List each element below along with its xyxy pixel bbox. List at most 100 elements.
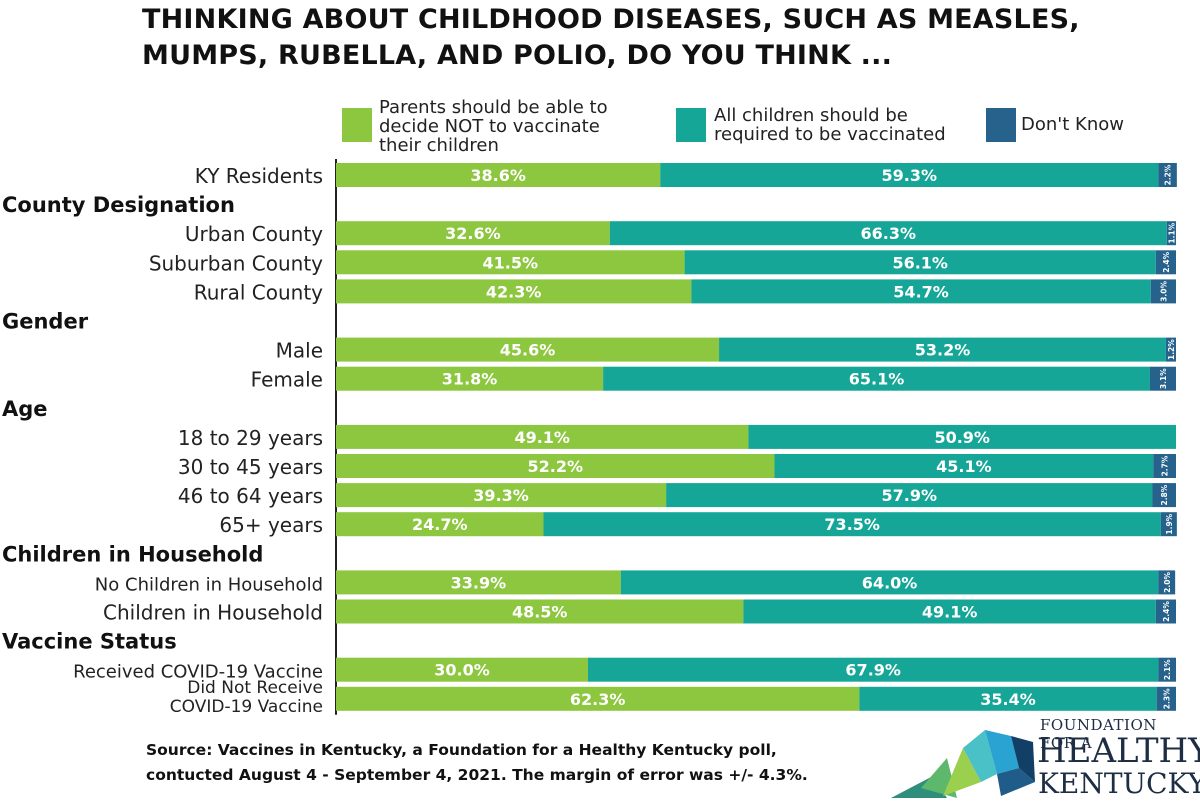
bar-segment-required [543, 512, 1161, 537]
data-label: 57.9% [882, 486, 938, 505]
data-label-small: 1.1% [1167, 222, 1176, 243]
bar-segment-dont-know [1150, 279, 1176, 304]
data-label: 64.0% [862, 573, 918, 592]
source-note: Source: Vaccines in Kentucky, a Foundati… [146, 738, 808, 788]
bar-segment-parents [336, 163, 661, 187]
data-label: 33.9% [451, 573, 507, 592]
row-label: Did Not Receive COVID-19 Vaccine [170, 678, 323, 717]
row-label: 46 to 64 years [178, 484, 323, 508]
bar-segment-parents [336, 686, 860, 711]
source-line-2: contucted August 4 - September 4, 2021. … [146, 766, 808, 784]
bar-segment-parents [336, 454, 775, 478]
bar-segment-parents [336, 512, 544, 537]
row-label: Suburban County [149, 251, 323, 275]
data-label-small: 2.1% [1163, 659, 1172, 680]
bar-segment-required [684, 250, 1156, 275]
data-label: 32.6% [445, 224, 501, 243]
data-label: 59.3% [882, 166, 938, 185]
data-label: 45.6% [500, 341, 556, 360]
row-label: Female [251, 368, 323, 392]
group-header: County Designation [2, 193, 235, 217]
bar-segment-required [609, 221, 1167, 246]
bar-segment-required [859, 686, 1157, 711]
row-label: 30 to 45 years [178, 455, 323, 479]
data-label: 24.7% [412, 515, 468, 534]
bar-segment-required [774, 454, 1154, 478]
row-label: Received COVID-19 Vaccine [73, 662, 323, 683]
bar-segment-parents [336, 599, 744, 624]
bar-segment-dont-know [1156, 686, 1176, 711]
logo-line-1: FOUNDATION FOR A [1040, 716, 1157, 752]
legend-label-parents: Parents should be able to decide NOT to … [379, 97, 608, 156]
group-header: Gender [2, 310, 89, 334]
data-label: 67.9% [845, 661, 901, 680]
bar-segment-dont-know [1149, 366, 1176, 391]
bar-segment-dont-know [1158, 163, 1177, 187]
legend-swatch-parents [342, 108, 372, 142]
data-label-small: 2.2% [1164, 164, 1173, 185]
bar-segment-dont-know [1160, 512, 1177, 537]
stacked-bar-chart: KY Residents 38.6% 59.3% 2.2% County Designa… [2, 159, 1177, 717]
data-label-small: 3.1% [1159, 368, 1168, 389]
bar-segment-dont-know [1153, 454, 1176, 478]
row-label: No Children in Household [95, 574, 323, 595]
legend-swatch-dont-know [986, 108, 1016, 142]
row-label: 65+ years [219, 513, 323, 537]
bar-segment-required [660, 163, 1159, 187]
bar-segment-dont-know [1158, 570, 1176, 595]
data-label: 42.3% [486, 282, 542, 301]
data-label-small: 2.7% [1161, 455, 1170, 476]
data-label: 56.1% [892, 253, 948, 272]
bar-segment-parents [336, 221, 610, 246]
bar-segment-parents [336, 250, 685, 275]
data-label: 35.4% [980, 690, 1036, 709]
bar-segment-parents [336, 483, 667, 508]
data-label-small: 2.0% [1163, 572, 1172, 593]
bar-segment-required [666, 483, 1153, 508]
group-header: Vaccine Status [2, 630, 177, 654]
bar-segment-parents [336, 366, 604, 391]
bar-segment-required [603, 366, 1150, 391]
data-label: 66.3% [861, 224, 917, 243]
data-label-small: 3.0% [1159, 281, 1168, 302]
bar-segment-parents [336, 570, 621, 595]
bar-segment-required [620, 570, 1159, 595]
bar-segment-dont-know [1152, 483, 1176, 508]
row-label-line: COVID-19 Vaccine [170, 697, 323, 717]
data-label: 38.6% [470, 166, 526, 185]
row-label: KY Residents [195, 164, 323, 188]
row-label: Urban County [185, 222, 323, 246]
data-label: 54.7% [893, 282, 949, 301]
bar-segment-dont-know [1166, 221, 1176, 246]
data-label: 62.3% [570, 690, 626, 709]
legend-label-dont-know: Don't Know [1021, 114, 1124, 135]
bar-segment-dont-know [1155, 599, 1176, 624]
bar-segment-required [743, 599, 1156, 624]
data-label: 39.3% [473, 486, 529, 505]
data-label: 65.1% [849, 370, 905, 389]
data-label: 50.9% [934, 428, 990, 447]
bar-segment-dont-know [1155, 250, 1176, 275]
source-line-1: Source: Vaccines in Kentucky, a Foundati… [146, 741, 777, 759]
chart-title-line-1: THINKING ABOUT CHILDHOOD DISEASES, SUCH … [142, 4, 1080, 35]
kentucky-map-icon [891, 730, 1035, 798]
row-label: Rural County [194, 280, 323, 304]
data-label: 41.5% [483, 253, 539, 272]
bar-segment-parents [336, 657, 588, 682]
row-label: 18 to 29 years [178, 426, 323, 450]
legend-swatch-required [676, 108, 706, 142]
logo-line-2: HEALTHY [1037, 731, 1200, 771]
data-label: 73.5% [824, 515, 880, 534]
data-label: 49.1% [922, 603, 978, 622]
bar-segment-required [691, 279, 1151, 304]
row-label: Children in Household [103, 601, 323, 625]
data-label-small: 2.4% [1162, 251, 1171, 272]
data-label: 48.5% [512, 603, 568, 622]
data-label-small: 2.8% [1160, 484, 1169, 505]
logo-line-3: KENTUCKY [1038, 767, 1200, 800]
bar-segment-required [719, 337, 1166, 362]
data-label: 31.8% [442, 370, 498, 389]
chart-title: THINKING ABOUT CHILDHOOD DISEASES, SUCH … [142, 2, 1142, 74]
bar-segment-dont-know [1165, 337, 1176, 362]
bar-segment-required [748, 424, 1176, 449]
